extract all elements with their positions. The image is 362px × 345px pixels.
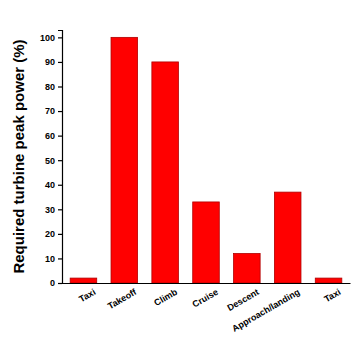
x-tick-label: Taxi [322, 287, 342, 304]
y-tick: 90 [45, 57, 62, 67]
y-tick: 40 [45, 180, 62, 190]
y-tick-label: 80 [45, 82, 55, 92]
x-axis-line [63, 283, 351, 284]
bar [111, 37, 138, 283]
x-tick: Taxi [77, 283, 97, 304]
bar [193, 202, 220, 283]
y-tick-label: 10 [45, 254, 55, 264]
chart-svg: 0 10 20 30 40 50 60 70 80 90 100 Taxi Takeoff Climb Cr… [0, 0, 362, 345]
y-tick: 70 [45, 106, 62, 116]
x-tick-label: Approach/landing [230, 287, 301, 334]
y-tick: 50 [45, 156, 62, 166]
x-tick: Climb [152, 283, 179, 308]
x-tick: Cruise [191, 283, 220, 309]
bar [152, 62, 179, 283]
x-tick-label: Takeoff [106, 286, 139, 311]
plot: 0 10 20 30 40 50 60 70 80 90 100 Taxi Takeoff Climb Cr… [40, 31, 351, 334]
bar [315, 278, 342, 283]
y-tick-mark [58, 160, 62, 161]
y-tick-mark [58, 234, 62, 235]
y-axis-line [58, 31, 63, 284]
y-tick: 20 [45, 229, 62, 239]
y-tick-mark [58, 136, 62, 137]
x-axis: Taxi Takeoff Climb CruiseDescentApproach/la… [63, 283, 351, 334]
y-tick-label: 60 [45, 131, 55, 141]
y-tick: 80 [45, 82, 62, 92]
x-tick-label: Taxi [77, 287, 97, 304]
y-tick-label: 100 [40, 33, 55, 43]
chart-container: 0 10 20 30 40 50 60 70 80 90 100 Taxi Takeoff Climb Cr… [0, 0, 362, 345]
x-tick-label: Cruise [191, 287, 220, 310]
y-tick: 10 [45, 254, 62, 264]
x-tick: Taxi [322, 283, 342, 304]
y-tick-label: 30 [45, 205, 55, 215]
y-tick-mark [58, 283, 62, 284]
y-tick-mark [58, 185, 62, 186]
bar [70, 278, 97, 283]
y-tick-label: 90 [45, 57, 55, 67]
x-tick-label: Climb [152, 287, 179, 308]
y-tick: 60 [45, 131, 62, 141]
y-tick-label: 50 [45, 156, 55, 166]
y-tick-label: 20 [45, 229, 55, 239]
y-axis: 0 10 20 30 40 50 60 70 80 90 100 [40, 31, 63, 289]
y-tick-mark [58, 258, 62, 259]
bars [70, 37, 342, 283]
y-tick-label: 70 [45, 106, 55, 116]
y-tick-mark [58, 86, 62, 87]
y-tick: 30 [45, 205, 62, 215]
y-tick: 0 [50, 278, 62, 288]
bar [234, 254, 261, 283]
y-tick-label: 0 [50, 278, 55, 288]
bar [274, 192, 301, 283]
x-tick: Approach/landing [230, 283, 301, 334]
x-tick: Takeoff [106, 283, 139, 311]
y-tick: 100 [40, 33, 62, 43]
y-tick-mark [58, 209, 62, 210]
y-tick-mark [58, 62, 62, 63]
y-axis-title: Required turbine peak power (%) [10, 39, 27, 273]
y-tick-label: 40 [45, 180, 55, 190]
y-tick-mark [58, 37, 62, 38]
x-tick-label: Descent [225, 287, 260, 313]
y-tick-mark [58, 111, 62, 112]
x-tick: Descent [225, 283, 260, 313]
